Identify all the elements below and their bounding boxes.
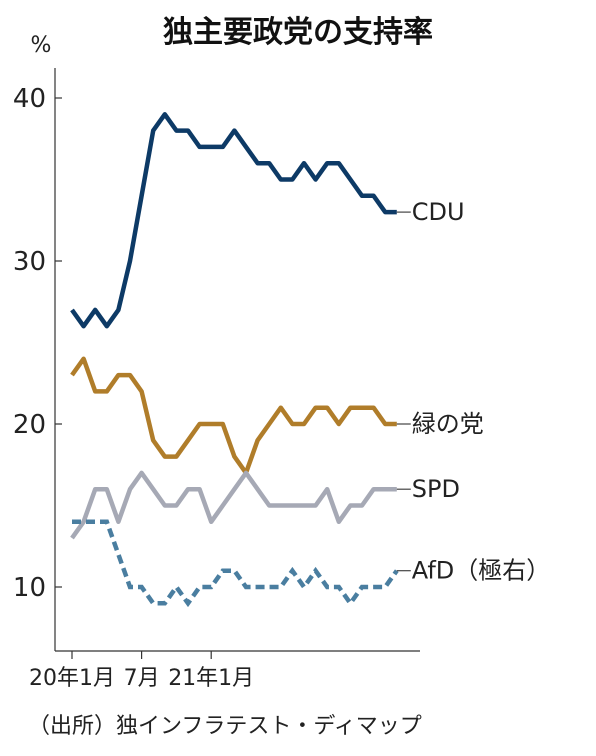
series-line <box>70 356 397 476</box>
series-line <box>72 519 399 608</box>
series-label: AfD（極右） <box>412 557 551 585</box>
chart-title: 独主要政党の支持率 <box>163 15 433 50</box>
x-tick-label: 21年1月 <box>168 666 254 691</box>
y-tick-label: 10 <box>13 573 46 603</box>
series-label: 緑の党 <box>412 410 484 438</box>
x-tick-label: 20年1月 <box>29 666 115 691</box>
y-axis-unit: % <box>31 33 52 58</box>
series-label: CDU <box>412 198 465 226</box>
series-label: SPD <box>412 475 460 503</box>
x-tick-label: 7月 <box>124 666 160 691</box>
series-line <box>70 112 397 329</box>
y-tick-label: 40 <box>13 84 46 114</box>
y-tick-label: 30 <box>13 247 46 277</box>
series-line <box>70 470 397 540</box>
y-tick-label: 20 <box>13 410 46 440</box>
source-note: （出所）独インフラテスト・ディマップ <box>28 714 422 739</box>
